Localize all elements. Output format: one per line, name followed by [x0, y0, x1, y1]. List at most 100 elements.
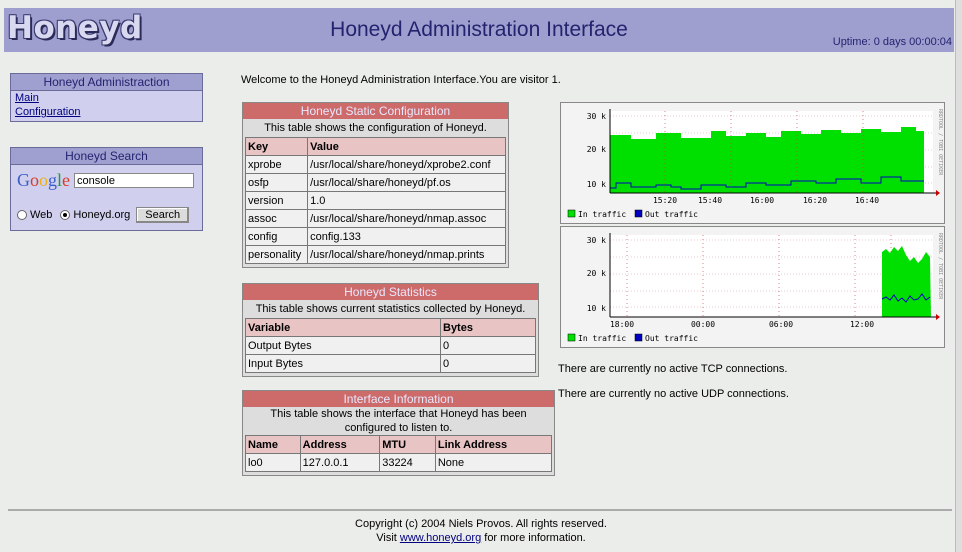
column-header: Name — [245, 435, 301, 454]
admin-menu: Honeyd Administraction Main Configuratio… — [10, 73, 203, 122]
table-row: config config.133 — [244, 227, 506, 246]
footer-divider — [8, 509, 952, 511]
table-cell: None — [434, 453, 553, 472]
interface-panel: Interface Information This table shows t… — [242, 390, 555, 476]
table-cell: Input Bytes — [245, 354, 441, 373]
search-button[interactable]: Search — [136, 207, 190, 223]
statistics-title: Honeyd Statistics — [243, 284, 538, 300]
table-cell: 0 — [440, 336, 536, 355]
table-cell: assoc — [244, 209, 309, 228]
table-cell: /usr/local/share/honeyd/nmap.assoc — [307, 209, 506, 228]
search-box-title: Honeyd Search — [11, 148, 202, 165]
statistics-panel: Honeyd Statistics This table shows curre… — [242, 283, 539, 377]
table-cell: lo0 — [245, 453, 301, 472]
in-traffic-area — [610, 125, 924, 193]
column-header: Link Address — [434, 435, 553, 454]
y-tick-label: 10 k — [587, 304, 606, 313]
legend-out-label: Out traffic — [645, 210, 698, 219]
admin-menu-title: Honeyd Administraction — [11, 74, 202, 91]
table-row: xprobe/usr/local/share/honeyd/xprobe2.co… — [244, 155, 506, 174]
table-cell: osfp — [244, 173, 309, 192]
traffic-graph-daily: 30 k 20 k 10 k 18:00 00:00 06:00 12:00 I… — [560, 226, 945, 348]
x-tick-label: 12:00 — [850, 320, 874, 329]
honeyd-logo[interactable]: Honeyd — [7, 10, 143, 46]
rrdtool-label: RRDTOOL / TOBI OETIKER — [937, 109, 943, 176]
column-header: Bytes — [440, 318, 536, 337]
table-cell: xprobe — [244, 155, 309, 174]
table-cell: 33224 — [379, 453, 436, 472]
traffic-graph-daily-svg: 30 k 20 k 10 k 18:00 00:00 06:00 12:00 I… — [567, 233, 943, 343]
interface-title: Interface Information — [243, 391, 554, 407]
x-tick-label: 16:00 — [750, 196, 774, 205]
table-row: Output Bytes 0 — [245, 336, 536, 355]
column-header: Address — [299, 435, 381, 454]
header-bar: Honeyd Honeyd Administration Interface U… — [4, 8, 954, 52]
honeyd-org-radio[interactable] — [60, 210, 71, 220]
y-tick-label: 10 k — [587, 180, 606, 189]
y-tick-label: 30 k — [587, 236, 606, 245]
main-link[interactable]: Main — [15, 92, 39, 104]
udp-connections-text: There are currently no active UDP connec… — [558, 388, 789, 400]
table-cell: 127.0.0.1 — [299, 453, 381, 472]
copyright-text: Copyright (c) 2004 Niels Provos. All rig… — [355, 518, 607, 530]
table-row: assoc/usr/local/share/honeyd/nmap.assoc — [244, 209, 506, 228]
table-row: lo0 127.0.0.1 33224 None — [245, 453, 553, 472]
column-header: MTU — [379, 435, 436, 454]
static-config-panel: Honeyd Static Configuration This table s… — [242, 102, 509, 268]
table-row: personality/usr/local/share/honeyd/nmap.… — [244, 245, 506, 264]
table-cell: 1.0 — [307, 191, 506, 210]
rrdtool-label: RRDTOOL / TOBI OETIKER — [937, 233, 943, 300]
x-tick-label: 16:20 — [803, 196, 827, 205]
x-tick-label: 18:00 — [610, 320, 634, 329]
legend-in-label: In traffic — [578, 334, 626, 343]
table-cell: /usr/local/share/honeyd/nmap.prints — [307, 245, 506, 264]
window-scrollbar[interactable] — [955, 0, 962, 552]
legend-out-label: Out traffic — [645, 334, 698, 343]
legend-in-label: In traffic — [578, 210, 626, 219]
statistics-table: Variable Bytes Output Bytes 0 Input Bytes… — [245, 318, 536, 373]
static-config-title: Honeyd Static Configuration — [243, 103, 508, 119]
x-tick-label: 15:40 — [698, 196, 722, 205]
x-tick-label: 16:40 — [855, 196, 879, 205]
table-row: osfp/usr/local/share/honeyd/pf.os — [244, 173, 506, 192]
column-header: Variable — [245, 318, 441, 337]
search-input[interactable] — [74, 173, 195, 188]
legend-in-swatch — [567, 333, 576, 342]
x-tick-label: 00:00 — [691, 320, 715, 329]
table-row: Input Bytes 0 — [245, 354, 536, 373]
table-cell: config.133 — [307, 227, 506, 246]
uptime-text: Uptime: 0 days 00:00:04 — [832, 36, 952, 48]
welcome-text: Welcome to the Honeyd Administration Int… — [241, 74, 561, 86]
table-cell: version — [244, 191, 309, 210]
out-traffic-line — [881, 293, 931, 303]
table-cell: config — [244, 227, 309, 246]
legend-out-swatch — [634, 209, 643, 218]
table-cell: 0 — [440, 354, 536, 373]
web-radio-label: Web — [30, 209, 53, 221]
honeyd-site-link[interactable]: www.honeyd.org — [399, 532, 482, 544]
plot-area — [610, 235, 933, 317]
y-tick-label: 20 k — [587, 145, 606, 154]
traffic-graph-hourly: 30 k 20 k 10 k 15:20 15:40 16:00 16:20 1… — [560, 102, 945, 224]
y-tick-label: 20 k — [587, 269, 606, 278]
interface-table: Name Address MTU Link Address lo0 127.0.… — [245, 435, 553, 472]
tcp-connections-text: There are currently no active TCP connec… — [558, 363, 788, 375]
web-radio[interactable] — [17, 210, 27, 220]
legend-in-swatch — [567, 209, 576, 218]
configuration-link[interactable]: Configuration — [15, 106, 81, 118]
column-header: Key — [244, 137, 309, 156]
page-title: Honeyd Administration Interface — [330, 18, 628, 41]
traffic-graph-hourly-svg: 30 k 20 k 10 k 15:20 15:40 16:00 16:20 1… — [567, 109, 943, 219]
interface-desc: This table shows the interface that Hone… — [243, 407, 554, 435]
table-cell: /usr/local/share/honeyd/xprobe2.conf — [307, 155, 506, 174]
static-config-table: Key Value xprobe/usr/local/share/honeyd/… — [244, 137, 506, 264]
in-traffic-area — [882, 246, 931, 317]
legend-out-swatch — [634, 333, 643, 342]
axis-arrow — [936, 314, 940, 320]
table-cell: Output Bytes — [245, 336, 441, 355]
grid-major — [664, 111, 864, 193]
page-top — [0, 0, 962, 7]
x-tick-label: 06:00 — [769, 320, 793, 329]
y-tick-label: 30 k — [587, 112, 606, 121]
honeyd-org-radio-label: Honeyd.org — [73, 209, 131, 221]
